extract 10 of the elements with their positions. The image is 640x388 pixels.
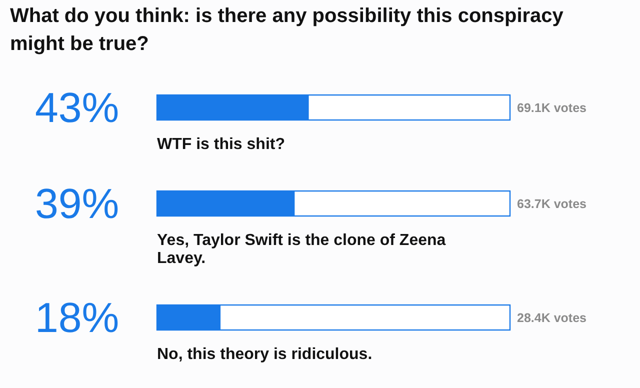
y-tick-label: Yes, Taylor Swift is the clone of Zeena Lavey. [157, 232, 446, 267]
y-tick-label: No, this theory is ridiculous. [157, 346, 372, 363]
data-label: 18% [35, 294, 120, 341]
data-label: 39% [35, 180, 120, 227]
text: 69.1K votes [517, 101, 587, 115]
text: 63.7K votes [517, 197, 587, 211]
data-label: 43% [35, 84, 120, 131]
y-tick-label: WTF is this shit? [157, 136, 285, 153]
text: 28.4K votes [517, 311, 587, 325]
chart-title: What do you think: is there any possibility this conspiracy might be true? [10, 5, 564, 55]
